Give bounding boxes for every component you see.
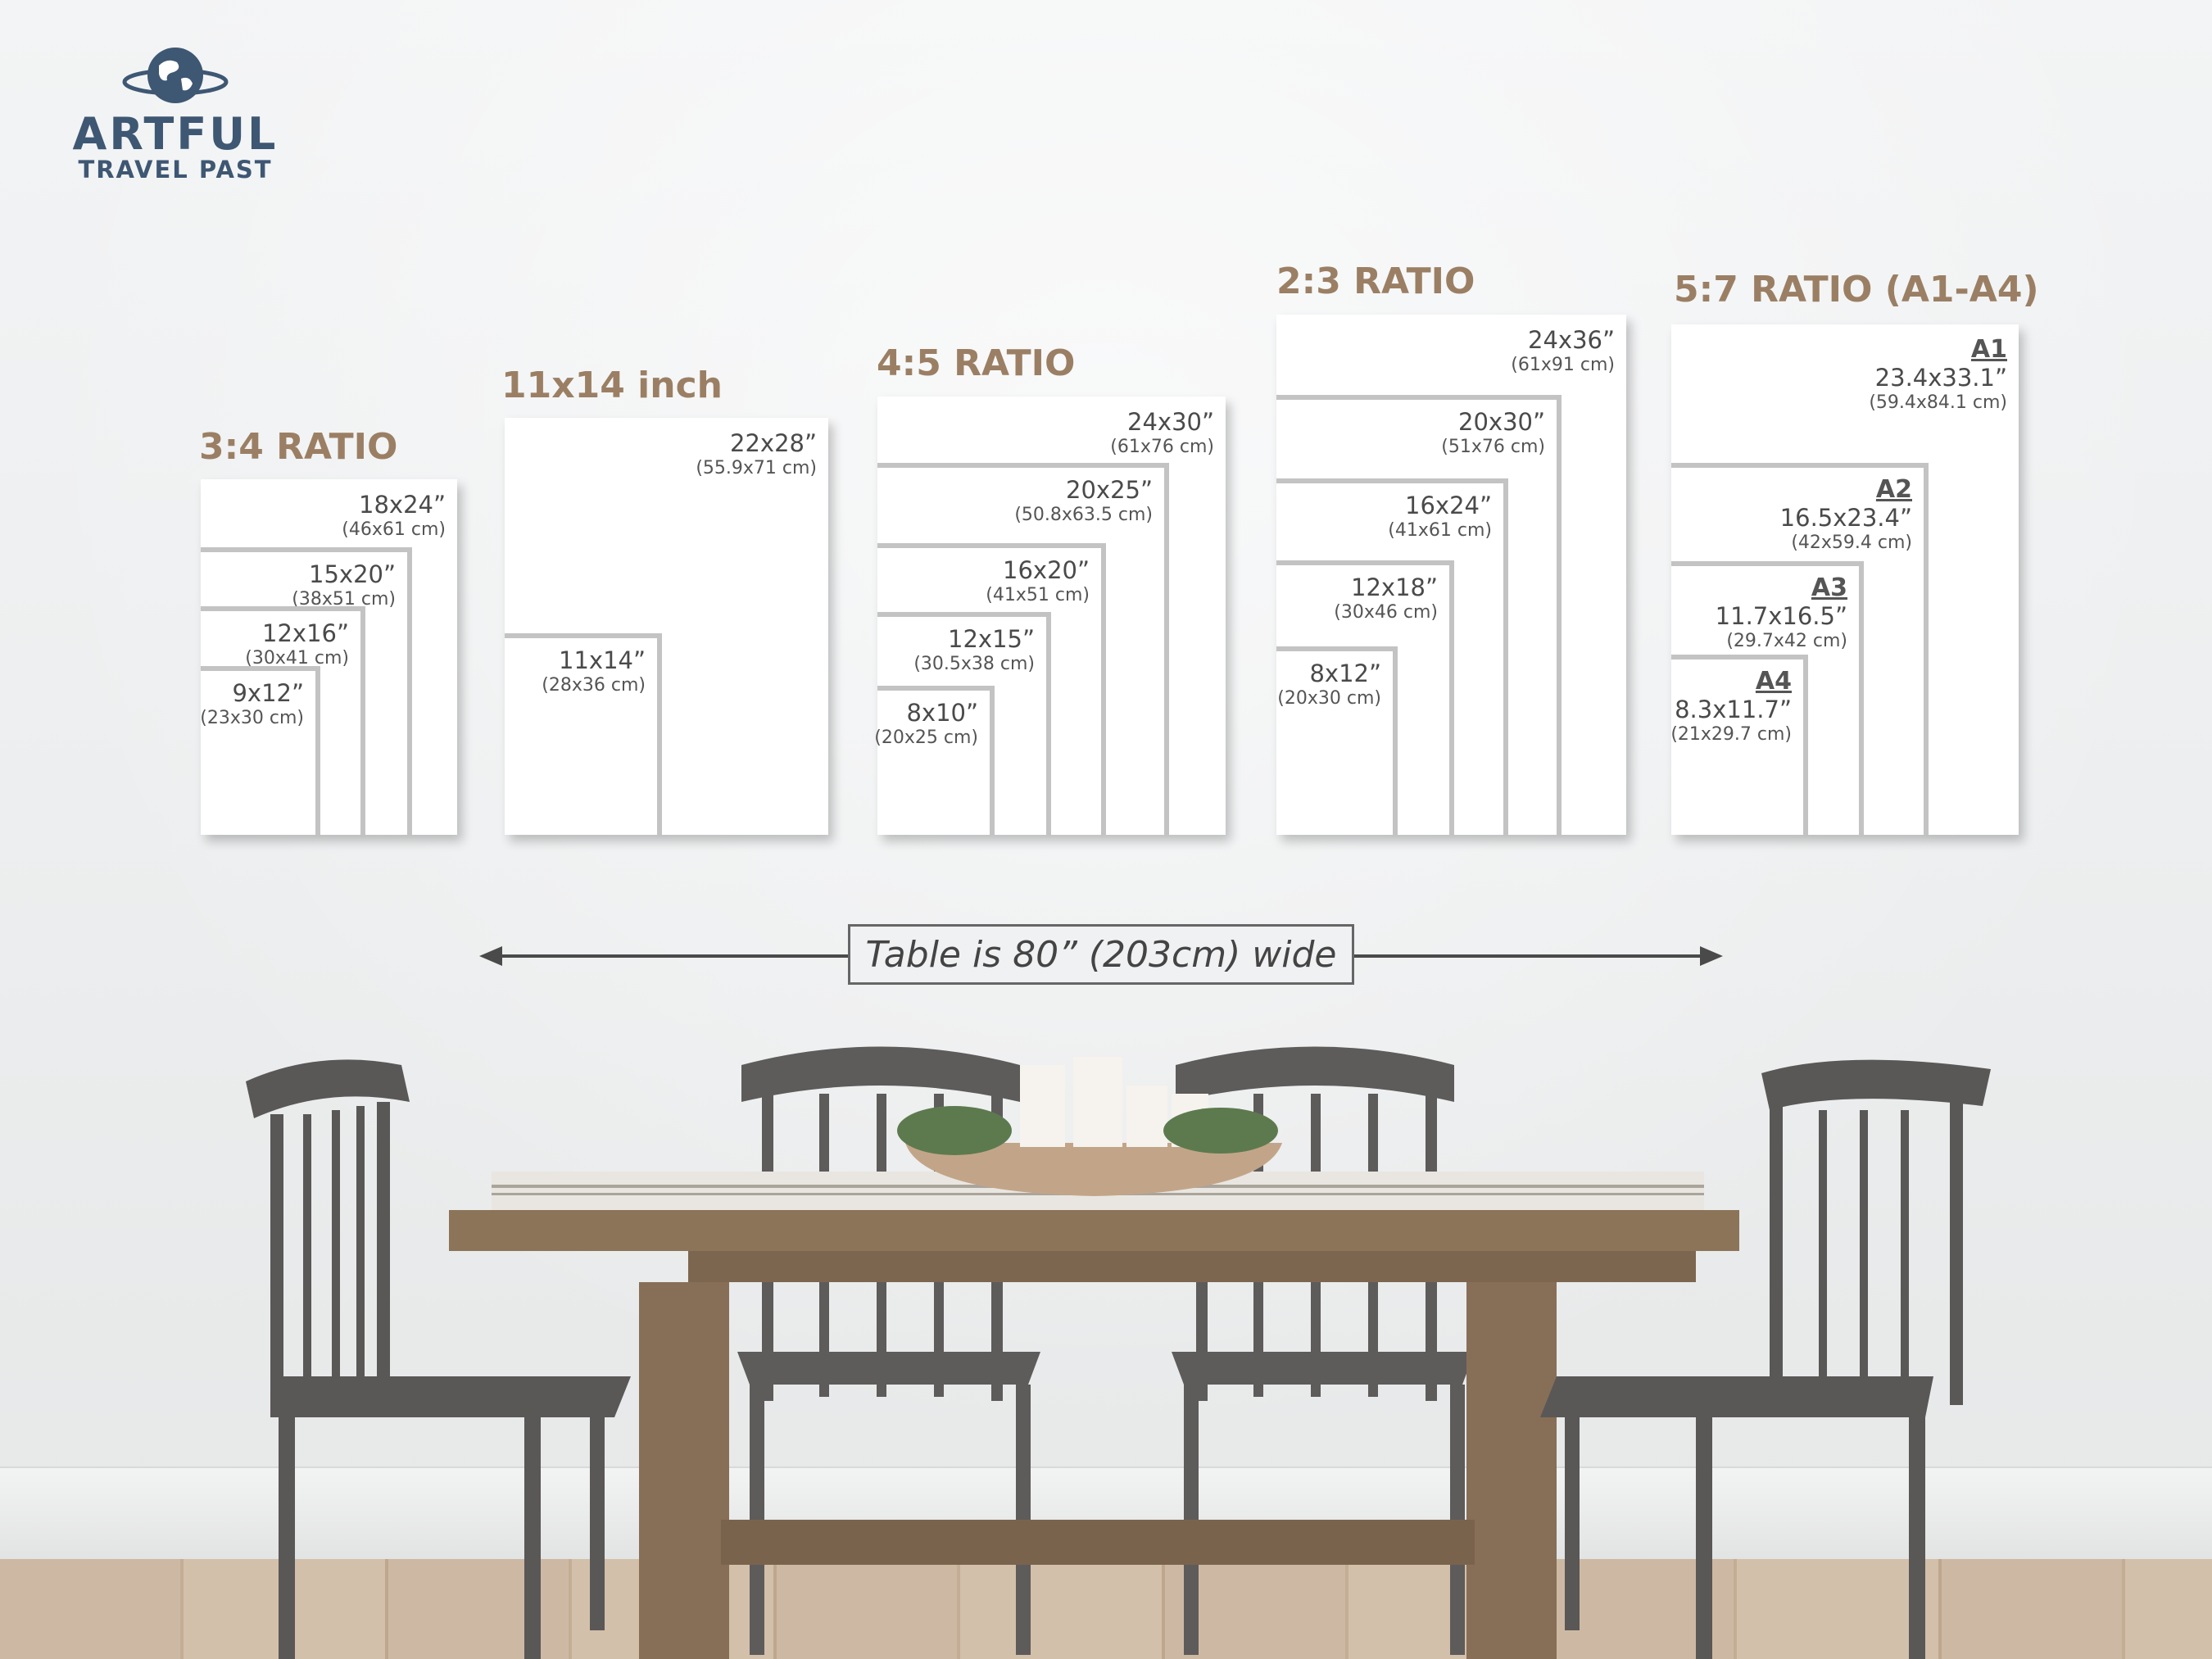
globe-icon bbox=[122, 48, 229, 103]
logo-brand: ARTFUL bbox=[72, 108, 279, 160]
size-label: 8x12” (20x30 cm) bbox=[1277, 660, 1381, 710]
size-centimeters: (42x59.4 cm) bbox=[1791, 533, 1912, 553]
iso-size-name: A4 bbox=[1755, 667, 1792, 696]
size-centimeters: (20x30 cm) bbox=[1277, 688, 1381, 709]
group-title: 2:3 RATIO bbox=[1276, 261, 1475, 302]
logo-subtitle: TRAVEL PAST bbox=[78, 156, 273, 184]
arrow-left-icon bbox=[479, 946, 502, 966]
chair-back-left bbox=[737, 1046, 1040, 1655]
size-inches: 8x12” bbox=[1309, 660, 1381, 687]
wood-floor bbox=[0, 1559, 2212, 1659]
size-inches: 12x16” bbox=[262, 619, 349, 647]
print-size-outline: 11x14” (28x36 cm) bbox=[505, 633, 662, 835]
group-title: 3:4 RATIO bbox=[199, 426, 398, 468]
iso-size-name: A1 bbox=[1970, 335, 2007, 364]
size-inches: 18x24” bbox=[359, 491, 446, 519]
size-label: 20x25” (50.8x63.5 cm) bbox=[1014, 476, 1153, 527]
size-label: 12x18” (30x46 cm) bbox=[1334, 573, 1438, 624]
print-size-outline: 8x12” (20x30 cm) bbox=[1276, 646, 1398, 835]
size-label: 9x12” (23x30 cm) bbox=[200, 679, 304, 730]
size-inches: 9x12” bbox=[232, 679, 304, 707]
size-centimeters: (29.7x42 cm) bbox=[1726, 631, 1847, 651]
size-centimeters: (61x76 cm) bbox=[1110, 437, 1214, 457]
size-centimeters: (46x61 cm) bbox=[342, 519, 446, 540]
group-title: 11x14 inch bbox=[501, 365, 723, 406]
print-size-panel: A1 23.4x33.1” (59.4x84.1 cm) A2 16.5x23.4” (4… bbox=[1670, 324, 2019, 835]
iso-size-name: A2 bbox=[1875, 475, 1912, 504]
size-inches: 12x15” bbox=[948, 625, 1035, 653]
print-size-panel: 24x30” (61x76 cm) 20x25” (50.8x63.5 cm) 16x2… bbox=[874, 397, 1226, 835]
size-label: 16x20” (41x51 cm) bbox=[986, 556, 1090, 607]
group-title: 5:7 RATIO (A1-A4) bbox=[1674, 269, 2039, 310]
size-centimeters: (21x29.7 cm) bbox=[1670, 724, 1792, 745]
size-label: 22x28” (55.9x71 cm) bbox=[696, 429, 817, 480]
chair-front-left bbox=[246, 1059, 631, 1659]
size-centimeters: (51x76 cm) bbox=[1441, 437, 1545, 457]
size-label: 16x24” (41x61 cm) bbox=[1388, 492, 1492, 542]
size-inches: 11x14” bbox=[559, 646, 646, 674]
centerpiece bbox=[897, 1057, 1282, 1196]
group-title: 4:5 RATIO bbox=[877, 342, 1076, 384]
iso-size-name: A3 bbox=[1811, 573, 1847, 602]
size-label: 8x10” (20x25 cm) bbox=[874, 699, 978, 750]
size-centimeters: (41x51 cm) bbox=[986, 585, 1090, 605]
size-inches: 8x10” bbox=[906, 699, 978, 727]
size-label: A4 8.3x11.7” (21x29.7 cm) bbox=[1670, 668, 1792, 746]
size-centimeters: (23x30 cm) bbox=[200, 708, 304, 728]
size-inches: 12x18” bbox=[1351, 573, 1438, 601]
size-centimeters: (30x46 cm) bbox=[1334, 602, 1438, 623]
size-label: 20x30” (51x76 cm) bbox=[1441, 408, 1545, 459]
size-inches: 20x30” bbox=[1458, 408, 1545, 436]
size-inches: 22x28” bbox=[730, 429, 817, 457]
size-label: 24x36” (61x91 cm) bbox=[1511, 326, 1615, 377]
chair-front-right bbox=[1540, 1059, 1991, 1659]
size-centimeters: (59.4x84.1 cm) bbox=[1869, 392, 2007, 413]
size-inches: 16x24” bbox=[1405, 492, 1492, 519]
size-centimeters: (55.9x71 cm) bbox=[696, 458, 817, 478]
logo: ARTFUL TRAVEL PAST bbox=[57, 41, 294, 188]
size-centimeters: (20x25 cm) bbox=[874, 728, 978, 748]
measure-line-right bbox=[1352, 954, 1712, 958]
size-centimeters: (30x41 cm) bbox=[245, 648, 349, 669]
table-width-label: Table is 80” (203cm) wide bbox=[848, 924, 1354, 985]
size-inches: 24x36” bbox=[1528, 326, 1615, 354]
size-centimeters: (28x36 cm) bbox=[542, 675, 646, 696]
print-size-panel: 22x28” (55.9x71 cm) 11x14” (28x36 cm) bbox=[505, 418, 828, 835]
size-label: 18x24” (46x61 cm) bbox=[342, 491, 446, 542]
size-inches: 16x20” bbox=[1003, 556, 1090, 584]
print-size-outline: 8x10” (20x25 cm) bbox=[874, 686, 995, 835]
size-inches: 16.5x23.4” bbox=[1779, 504, 1912, 532]
size-label: 11x14” (28x36 cm) bbox=[542, 646, 646, 697]
size-label: A3 11.7x16.5” (29.7x42 cm) bbox=[1716, 574, 1847, 653]
print-size-outline: 9x12” (23x30 cm) bbox=[200, 666, 320, 835]
size-inches: 23.4x33.1” bbox=[1874, 364, 2007, 392]
size-inches: 11.7x16.5” bbox=[1715, 602, 1847, 630]
size-label: A2 16.5x23.4” (42x59.4 cm) bbox=[1780, 476, 1912, 555]
size-label: 15x20” (38x51 cm) bbox=[292, 560, 396, 611]
size-inches: 8.3x11.7” bbox=[1675, 696, 1792, 723]
size-inches: 15x20” bbox=[309, 560, 396, 588]
arrow-right-icon bbox=[1700, 946, 1723, 966]
size-centimeters: (50.8x63.5 cm) bbox=[1014, 505, 1153, 525]
size-label: 12x15” (30.5x38 cm) bbox=[913, 625, 1035, 676]
size-centimeters: (61x91 cm) bbox=[1511, 355, 1615, 375]
size-inches: 20x25” bbox=[1066, 476, 1153, 504]
size-label: 12x16” (30x41 cm) bbox=[245, 619, 349, 670]
size-inches: 24x30” bbox=[1127, 408, 1214, 436]
size-centimeters: (30.5x38 cm) bbox=[913, 654, 1035, 674]
size-label: A1 23.4x33.1” (59.4x84.1 cm) bbox=[1869, 336, 2007, 415]
size-label: 24x30” (61x76 cm) bbox=[1110, 408, 1214, 459]
size-centimeters: (38x51 cm) bbox=[292, 589, 396, 610]
print-size-outline: A4 8.3x11.7” (21x29.7 cm) bbox=[1670, 655, 1808, 835]
measure-line-left bbox=[492, 954, 852, 958]
size-centimeters: (41x61 cm) bbox=[1388, 520, 1492, 541]
print-size-panel: 18x24” (46x61 cm) 15x20” (38x51 cm) 12x16” (3… bbox=[200, 479, 457, 835]
print-size-panel: 24x36” (61x91 cm) 20x30” (51x76 cm) 16x24” (4… bbox=[1276, 315, 1626, 835]
